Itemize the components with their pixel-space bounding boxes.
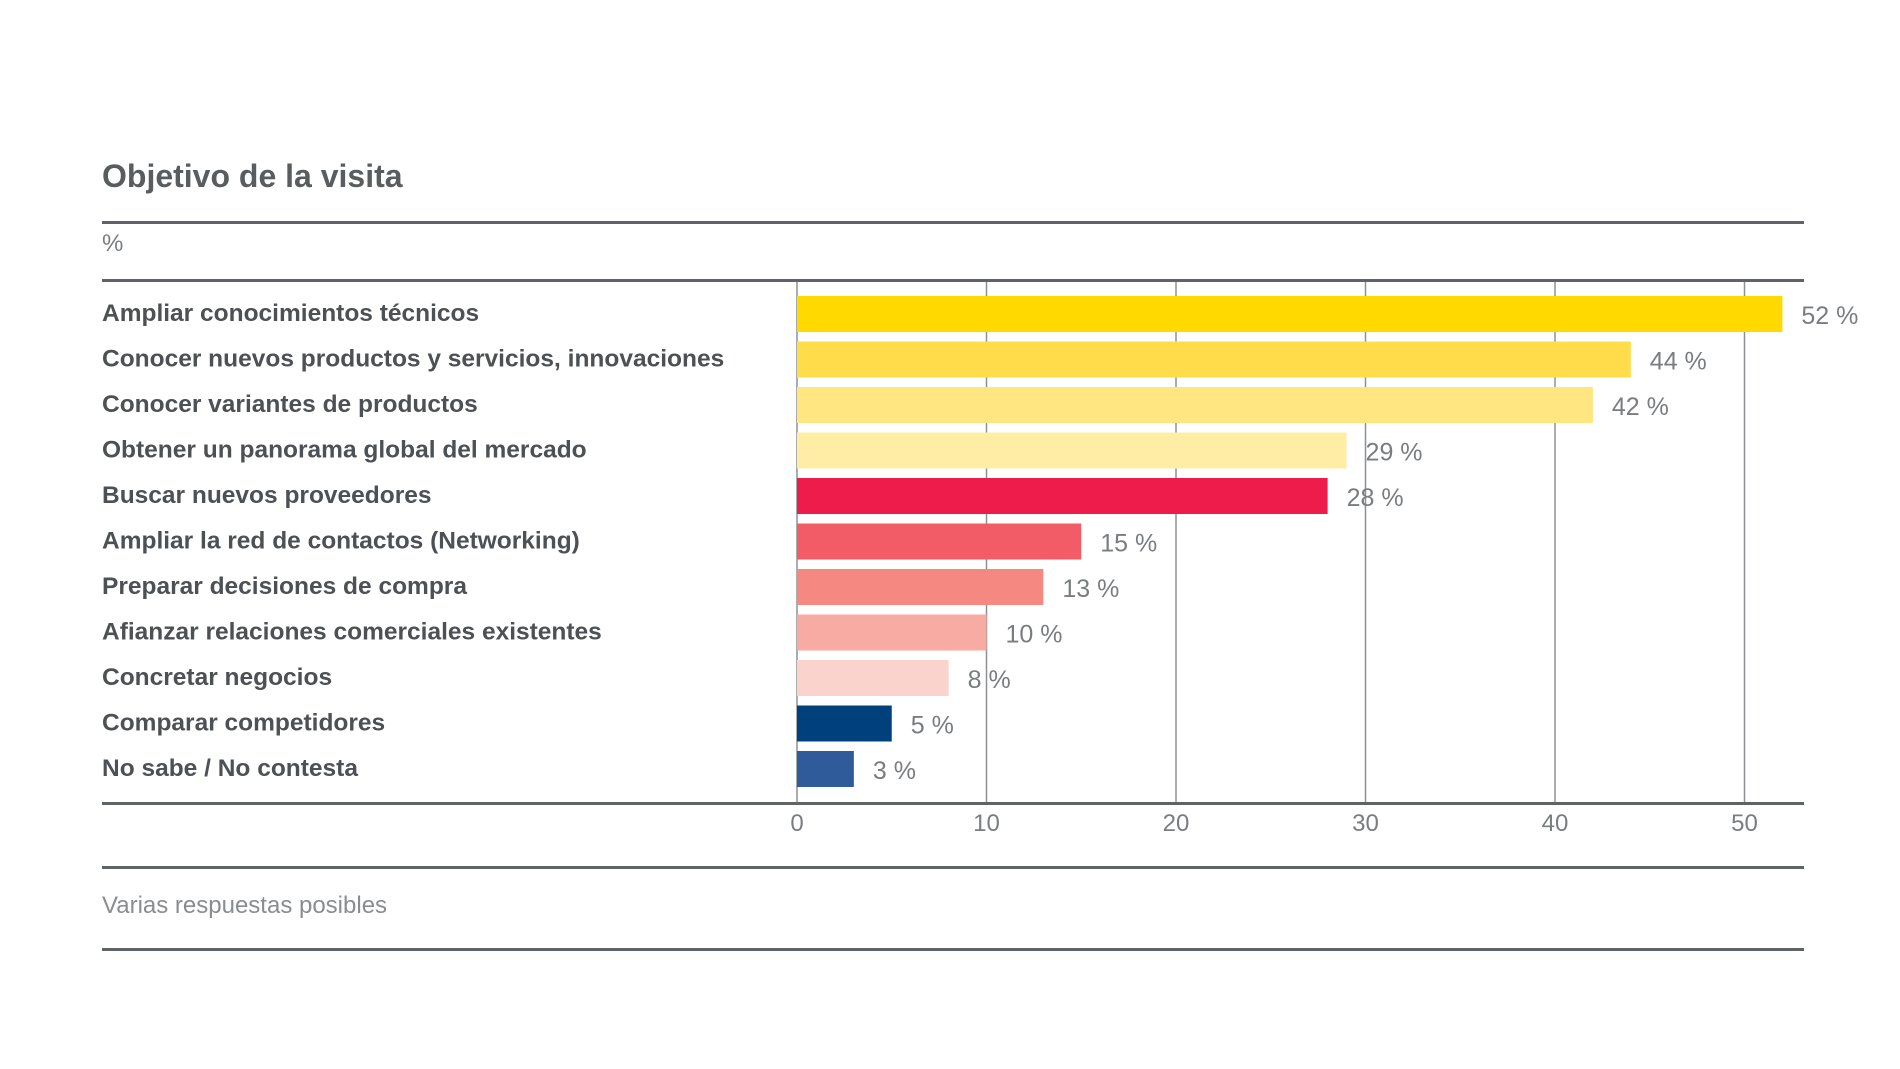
value-label-9: 8 % [968,666,1011,694]
category-label-10: Comparar competidores [102,710,385,737]
category-label-7: Preparar decisiones de compra [102,573,467,600]
category-labels: Ampliar conocimientos técnicos Conocer nu… [102,300,724,782]
value-label-10: 5 % [911,712,954,740]
x-tick-label-50: 50 [1731,810,1758,837]
title-divider [102,221,1804,224]
category-label-11: No sabe / No contesta [102,755,358,782]
bars [797,296,1783,787]
x-axis-ticks: 0 10 20 30 40 50 [790,810,1758,837]
value-label-5: 28 % [1347,484,1404,512]
bar-11 [797,751,854,787]
bar-6 [797,523,1082,560]
category-label-5: Buscar nuevos proveedores [102,482,432,509]
axis-divider [102,802,1804,805]
footnote-bottom-divider [102,948,1804,951]
x-tick-label-20: 20 [1163,810,1190,837]
bar-10 [797,705,892,742]
bar-9 [797,660,949,696]
bar-4 [797,432,1347,469]
category-label-2: Conocer nuevos productos y servicios, in… [102,346,724,373]
bar-3 [797,387,1593,423]
bar-1 [797,296,1783,332]
bar-7 [797,569,1044,605]
bar-5 [797,478,1328,514]
value-label-2: 44 % [1650,348,1707,376]
footnote-top-divider [102,866,1804,869]
value-label-3: 42 % [1612,393,1669,421]
bar-8 [797,614,987,651]
x-tick-label-30: 30 [1352,810,1379,837]
bar-2 [797,341,1631,378]
value-label-1: 52 % [1801,302,1858,330]
x-tick-label-0: 0 [790,810,803,837]
x-tick-label-10: 10 [973,810,1000,837]
category-label-3: Conocer variantes de productos [102,391,478,418]
category-label-8: Afianzar relaciones comerciales existent… [102,619,602,646]
value-labels: 52 % 44 % 42 % 29 % 28 % 15 % 13 % 10 % 8 % 5 % 3 … [873,302,1859,785]
value-label-4: 29 % [1366,439,1423,467]
footnote: Varias respuestas posibles [102,892,388,919]
header-divider [102,279,1804,282]
value-label-6: 15 % [1100,530,1157,558]
category-label-4: Obtener un panorama global del mercado [102,437,587,464]
category-label-9: Concretar negocios [102,664,332,691]
chart-title: Objetivo de la visita [102,158,403,194]
value-label-7: 13 % [1062,575,1119,603]
category-label-1: Ampliar conocimientos técnicos [102,300,479,327]
value-label-8: 10 % [1006,621,1063,649]
unit-label: % [102,230,124,257]
value-label-11: 3 % [873,757,916,785]
category-label-6: Ampliar la red de contactos (Networking) [102,528,580,555]
x-tick-label-40: 40 [1542,810,1569,837]
